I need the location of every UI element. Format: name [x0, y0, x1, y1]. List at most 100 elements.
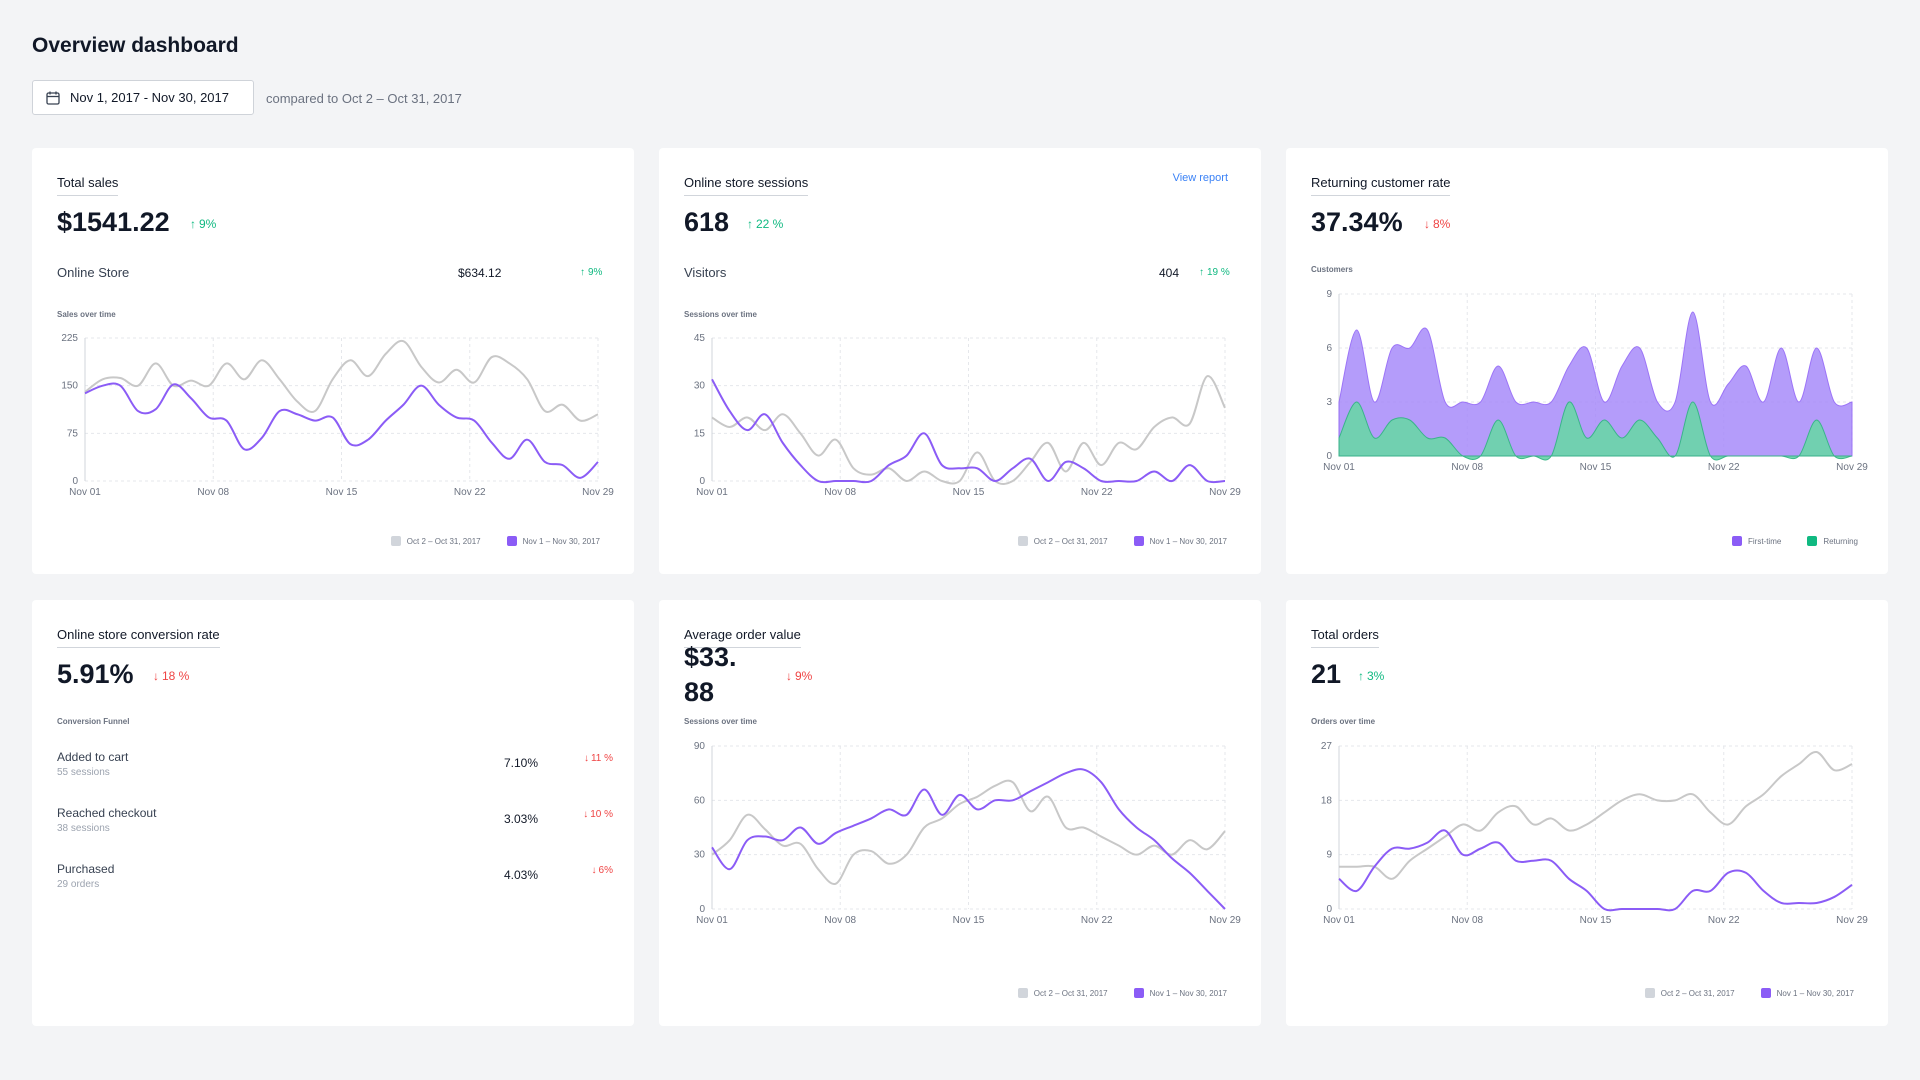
x-tick-label: Nov 15 — [953, 915, 985, 926]
arrow-up-icon: ↑ — [747, 217, 753, 231]
funnel-step-delta: ↓ 6% — [591, 865, 613, 876]
funnel-step-name: Reached checkout — [57, 806, 157, 820]
series-line-current — [84, 382, 599, 479]
visitors-label: Visitors — [684, 265, 727, 280]
funnel-step-count: 55 sessions — [57, 767, 110, 778]
sessions-card: Online store sessions View report 618 ↑ 2… — [659, 148, 1261, 574]
series-line-previous — [711, 375, 1226, 485]
online-store-value: $634.12 — [458, 266, 502, 280]
x-tick-label: Nov 08 — [197, 487, 229, 498]
legend-item-current: Nov 1 – Nov 30, 2017 — [1760, 988, 1854, 998]
x-tick-label: Nov 01 — [1323, 462, 1355, 473]
x-tick-label: Nov 15 — [1580, 915, 1612, 926]
y-tick-label: 45 — [694, 333, 706, 344]
conversion-card: Online store conversion rate 5.91% ↓ 18 %… — [32, 600, 634, 1026]
funnel-step-pct: 3.03% — [504, 812, 539, 826]
sales-chart: 0 75 150 225 Nov 01 Nov 08 Nov 15 Nov 22 Nov 29 — [61, 333, 614, 498]
y-tick-label: 90 — [694, 741, 706, 752]
y-tick-label: 30 — [694, 850, 706, 861]
x-tick-label: Nov 08 — [1451, 462, 1483, 473]
online-store-delta: ↑ 9% — [580, 267, 603, 278]
sessions-value: 618 — [684, 207, 730, 237]
funnel-step-delta: ↓ 11 % — [583, 753, 613, 764]
y-tick-label: 75 — [67, 428, 79, 439]
legend-item-returning: Returning — [1807, 536, 1858, 546]
chart-label: Sessions over time — [684, 310, 757, 319]
date-range-picker[interactable]: Nov 1, 2017 - Nov 30, 2017 — [32, 80, 254, 115]
arrow-up-icon: ↑ — [1358, 669, 1364, 683]
legend-item-previous: Oct 2 – Oct 31, 2017 — [1017, 988, 1108, 998]
funnel-step-count: 38 sessions — [57, 823, 110, 834]
conversion-delta: ↓ 18 % — [153, 669, 190, 683]
series-line-current — [711, 768, 1226, 910]
area-series-returning — [1338, 401, 1853, 461]
funnel-step-pct: 4.03% — [504, 868, 539, 882]
y-tick-label: 0 — [1326, 451, 1332, 462]
card-title: Average order value — [684, 627, 801, 648]
y-tick-label: 30 — [694, 381, 706, 392]
x-tick-label: Nov 22 — [1708, 462, 1740, 473]
x-tick-label: Nov 01 — [696, 915, 728, 926]
returning-delta: ↓ 8% — [1424, 217, 1451, 231]
y-tick-label: 3 — [1326, 397, 1332, 408]
conversion-value: 5.91% — [57, 659, 134, 689]
x-tick-label: Nov 08 — [1451, 915, 1483, 926]
arrow-up-icon: ↑ — [190, 217, 196, 231]
total-sales-value: $1541.22 — [57, 207, 170, 237]
x-tick-label: Nov 22 — [1081, 915, 1113, 926]
total-sales-delta: ↑ 9% — [190, 217, 217, 231]
arrow-down-icon: ↓ — [583, 753, 589, 764]
chart-legend: First-time Returning — [1731, 536, 1858, 546]
y-tick-label: 150 — [61, 381, 78, 392]
arrow-up-icon: ↑ — [1199, 267, 1204, 278]
y-tick-label: 27 — [1321, 741, 1333, 752]
legend-item-previous: Oct 2 – Oct 31, 2017 — [390, 536, 481, 546]
x-tick-label: Nov 22 — [1081, 487, 1113, 498]
card-title: Total sales — [57, 175, 119, 196]
funnel-step-name: Added to cart — [57, 750, 129, 764]
x-tick-label: Nov 01 — [696, 487, 728, 498]
x-tick-label: Nov 08 — [824, 915, 856, 926]
funnel-label: Conversion Funnel — [57, 717, 130, 726]
legend-item-current: Nov 1 – Nov 30, 2017 — [506, 536, 600, 546]
customers-chart: 0 3 6 9 Nov 01 Nov 08 Nov 15 Nov 22 Nov 29 — [1323, 289, 1868, 473]
arrow-up-icon: ↑ — [580, 267, 585, 278]
arrow-down-icon: ↓ — [153, 669, 159, 683]
legend-item-current: Nov 1 – Nov 30, 2017 — [1133, 988, 1227, 998]
x-tick-label: Nov 01 — [69, 487, 101, 498]
legend-item-previous: Oct 2 – Oct 31, 2017 — [1644, 988, 1735, 998]
chart-legend: Oct 2 – Oct 31, 2017 Nov 1 – Nov 30, 201… — [1644, 988, 1854, 998]
y-tick-label: 9 — [1326, 289, 1332, 300]
date-range-label: Nov 1, 2017 - Nov 30, 2017 — [70, 90, 229, 105]
funnel-step-delta: ↓ 10 % — [583, 809, 613, 820]
orders-delta: ↑ 3% — [1358, 669, 1385, 683]
aov-value: $33.88 — [684, 642, 737, 707]
card-title: Total orders — [1311, 627, 1379, 648]
y-tick-label: 60 — [694, 795, 706, 806]
card-title: Returning customer rate — [1311, 175, 1451, 196]
y-tick-label: 0 — [1326, 904, 1332, 915]
y-tick-label: 9 — [1326, 850, 1332, 861]
y-tick-label: 0 — [699, 476, 705, 487]
series-line-current — [1338, 829, 1853, 912]
aov-delta: ↓ 9% — [786, 669, 813, 683]
x-tick-label: Nov 15 — [953, 487, 985, 498]
compare-label: compared to Oct 2 – Oct 31, 2017 — [266, 91, 462, 106]
chart-legend: Oct 2 – Oct 31, 2017 Nov 1 – Nov 30, 201… — [1017, 536, 1227, 546]
card-title: Online store conversion rate — [57, 627, 220, 648]
x-tick-label: Nov 22 — [454, 487, 486, 498]
view-report-link[interactable]: View report — [1172, 172, 1228, 184]
arrow-down-icon: ↓ — [1424, 217, 1430, 231]
chart-label: Sessions over time — [684, 717, 757, 726]
x-tick-label: Nov 29 — [1209, 915, 1241, 926]
y-tick-label: 225 — [61, 333, 78, 344]
legend-item-current: Nov 1 – Nov 30, 2017 — [1133, 536, 1227, 546]
y-tick-label: 15 — [694, 428, 706, 439]
visitors-value: 404 — [1159, 266, 1180, 280]
arrow-down-icon: ↓ — [583, 809, 589, 820]
chart-label: Orders over time — [1311, 717, 1376, 726]
series-line-previous — [1339, 751, 1853, 880]
y-tick-label: 18 — [1321, 795, 1333, 806]
x-tick-label: Nov 29 — [582, 487, 614, 498]
x-tick-label: Nov 15 — [326, 487, 358, 498]
